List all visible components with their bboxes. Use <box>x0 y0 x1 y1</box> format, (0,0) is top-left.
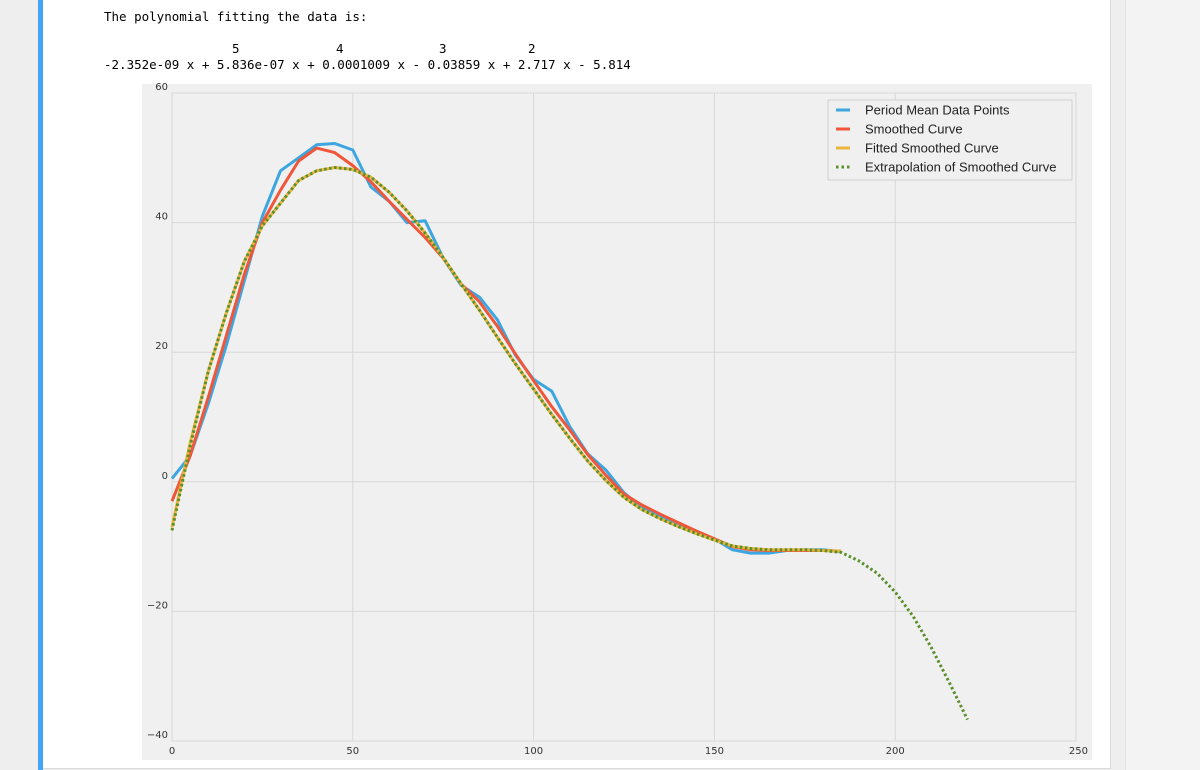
series-line-3 <box>170 166 969 721</box>
output-intro-text: The polynomial fitting the data is: <box>104 9 368 24</box>
legend-label-3: Extrapolation of Smoothed Curve <box>865 160 1057 175</box>
x-tick-label: 0 <box>169 746 175 757</box>
x-tick-label: 200 <box>886 746 905 757</box>
legend-label-2: Fitted Smoothed Curve <box>865 141 999 156</box>
grid-lines <box>171 92 1077 742</box>
polynomial-exponents-row: 5 4 3 2 <box>104 41 804 57</box>
cell-selection-bar <box>38 0 43 770</box>
series-lines <box>170 142 969 721</box>
polynomial-equation: -2.352e-09 x + 5.836e-07 x + 0.0001009 x… <box>104 57 631 72</box>
y-tick-label: −20 <box>147 600 168 611</box>
legend-box <box>827 99 1073 181</box>
x-tick-label: 250 <box>1069 746 1088 757</box>
plot-area <box>142 84 1092 760</box>
exponent-5: 5 <box>232 41 240 56</box>
axis-ticks: 0 50 100 150 200 250 −40 −20 0 20 40 60 <box>147 82 1088 757</box>
series-line-2 <box>170 166 842 553</box>
x-tick-label: 50 <box>346 746 359 757</box>
y-tick-label: 40 <box>155 212 168 223</box>
legend: Period Mean Data Points Smoothed Curve Fit… <box>827 99 1073 181</box>
exponent-2: 2 <box>528 41 536 56</box>
x-tick-label: 150 <box>705 746 724 757</box>
page-left-gutter <box>0 0 38 770</box>
y-tick-label: 60 <box>155 82 168 93</box>
y-tick-label: −40 <box>147 730 168 741</box>
y-tick-label: 20 <box>155 341 168 352</box>
exponent-3: 3 <box>439 41 447 56</box>
y-tick-label: 0 <box>162 471 168 482</box>
page-scroll-track[interactable] <box>1125 0 1200 770</box>
exponent-4: 4 <box>336 41 344 56</box>
legend-label-0: Period Mean Data Points <box>865 103 1010 118</box>
x-tick-label: 100 <box>524 746 543 757</box>
legend-label-1: Smoothed Curve <box>865 122 963 137</box>
